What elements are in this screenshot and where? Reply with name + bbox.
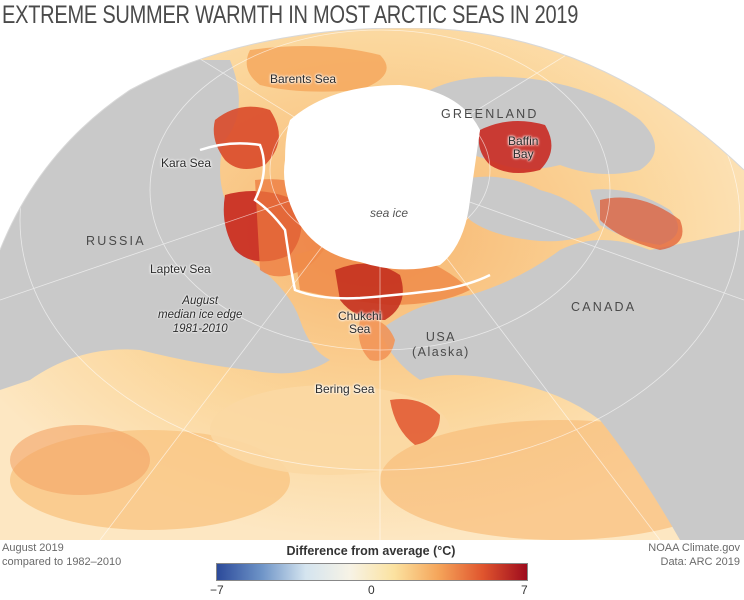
baffin-hotspot <box>478 121 552 174</box>
graticule <box>0 28 744 540</box>
bering-sea-hotspot <box>390 399 440 445</box>
caption-date: August 2019 compared to 1982–2010 <box>2 541 121 569</box>
label-kara-sea: Kara Sea <box>161 156 212 170</box>
anomaly-patch <box>10 425 150 495</box>
label-sea-ice: sea ice <box>370 206 409 220</box>
legend-tick-min: −7 <box>210 583 224 597</box>
chukchi-hotspot <box>335 263 403 320</box>
bering-strait-warm <box>358 319 395 361</box>
russia-land <box>0 60 330 390</box>
legend-title: Difference from average (°C) <box>286 544 456 558</box>
caption-month: August 2019 <box>2 542 64 554</box>
label-bering-sea: Bering Sea <box>315 382 375 396</box>
canadian-islands <box>456 176 600 242</box>
legend-tick-max: 7 <box>521 583 528 597</box>
label-usa-alaska: USA (Alaska) <box>412 330 470 359</box>
credit-data: Data: ARC 2019 <box>660 556 741 568</box>
anomaly-patch <box>210 385 450 475</box>
label-median-ice-edge: August median ice edge 1981-2010 <box>158 295 243 335</box>
arctic-anomaly-map <box>0 28 744 540</box>
barents-warm <box>246 46 387 92</box>
label-chukchi-sea: Chukchi Sea <box>338 309 382 336</box>
map-title: EXTREME SUMMER WARMTH IN MOST ARCTIC SEA… <box>2 1 579 29</box>
median-ice-edge-line <box>199 142 491 300</box>
legend-tick-mid: 0 <box>368 583 375 597</box>
label-russia: RUSSIA <box>86 234 146 248</box>
caption-baseline: compared to 1982–2010 <box>2 556 122 568</box>
north-america-land <box>380 230 744 540</box>
label-greenland: GREENLAND <box>441 107 539 121</box>
credit-source: NOAA Climate.gov <box>648 542 740 554</box>
hudson-warm <box>600 197 683 250</box>
legend-color-bar <box>216 563 528 581</box>
label-laptev-sea: Laptev Sea <box>150 262 211 276</box>
label-canada: CANADA <box>571 300 637 314</box>
label-baffin-bay: Baffin Bay <box>508 134 539 161</box>
globe-outline <box>0 28 744 251</box>
label-barents-sea: Barents Sea <box>270 72 337 86</box>
caption-credit: NOAA Climate.gov Data: ARC 2019 <box>648 541 740 569</box>
sea-ice <box>284 85 480 270</box>
